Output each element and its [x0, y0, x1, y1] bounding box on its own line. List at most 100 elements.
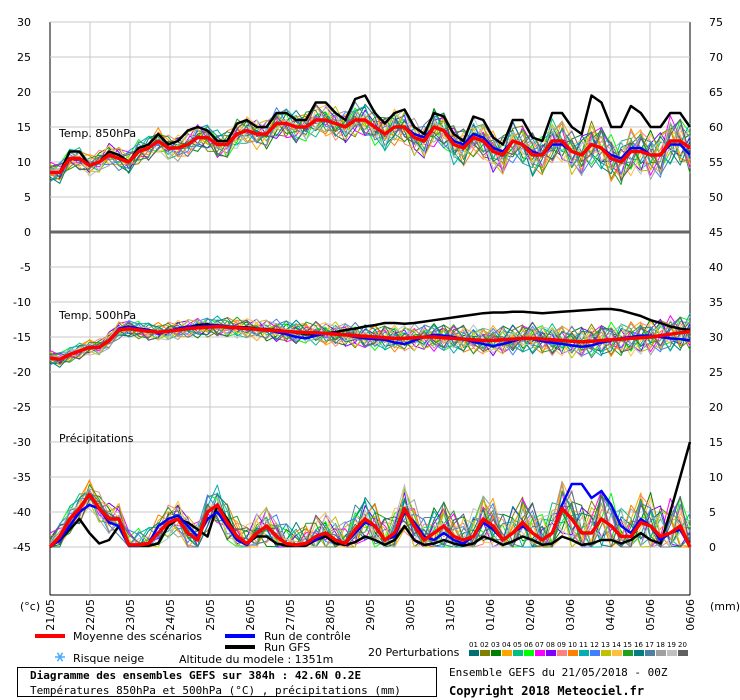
date-tick-label: 31/05: [444, 599, 457, 631]
perturbation-t850-line: [49, 104, 691, 177]
legend: Moyenne des scénarios Run de contrôle Ru…: [35, 630, 688, 666]
copyright-label: Copyright 2018 Meteociel.fr: [449, 684, 645, 698]
perturbation-swatch: [678, 650, 688, 656]
left-tick-label: 30: [17, 16, 31, 29]
info-box: Diagramme des ensembles GEFS sur 384h : …: [17, 667, 437, 697]
chart-subtitle: Températures 850hPa et 500hPa (°C) , pré…: [30, 684, 401, 697]
left-tick-label: -45: [13, 541, 31, 554]
perturbation-swatch: [590, 650, 600, 656]
left-tick-label: 20: [17, 86, 31, 99]
perturbation-swatch: [546, 650, 556, 656]
left-tick-label: -30: [13, 436, 31, 449]
right-tick-label: 35: [709, 296, 723, 309]
series-layer: [48, 94, 692, 549]
perturbation-number: 13: [601, 641, 610, 649]
perturbation-swatch: [469, 650, 479, 656]
perturbation-t850-line: [49, 103, 691, 181]
perturbation-precip-line: [50, 489, 691, 548]
gfs-t850-line: [50, 94, 692, 174]
mean-t500-line: [49, 324, 691, 362]
perturbation-swatch: [557, 650, 567, 656]
date-tick-label: 01/06: [484, 599, 497, 631]
right-tick-label: 20: [709, 401, 723, 414]
perturbation-number: 17: [645, 641, 654, 649]
perturbations-label: 20 Perturbations: [368, 646, 460, 659]
label-t500: Temp. 500hPa: [58, 309, 136, 322]
ensemble-run-label: Ensemble GEFS du 21/05/2018 - 00Z: [449, 666, 668, 679]
label-t850: Temp. 850hPa: [58, 127, 136, 140]
left-tick-label: -35: [13, 471, 31, 484]
right-tick-label: 15: [709, 436, 723, 449]
perturbation-swatch: [579, 650, 589, 656]
label-precip: Précipitations: [59, 432, 134, 445]
snowflake-icon: [55, 652, 65, 662]
date-tick-label: 26/05: [244, 599, 257, 631]
perturbation-swatch: [491, 650, 501, 656]
date-tick-label: 22/05: [84, 599, 97, 631]
left-tick-label: -10: [13, 296, 31, 309]
left-tick-label: -5: [20, 261, 31, 274]
left-tick-label: 5: [24, 191, 31, 204]
perturbation-number: 18: [656, 641, 665, 649]
perturbation-number: 03: [491, 641, 500, 649]
perturbation-number: 02: [480, 641, 489, 649]
perturbation-number: 16: [634, 641, 643, 649]
perturbation-number: 07: [535, 641, 544, 649]
legend-snow-label: Risque neige: [73, 652, 144, 665]
perturbation-swatch: [568, 650, 578, 656]
perturbation-swatch: [634, 650, 644, 656]
perturbation-swatch: [612, 650, 622, 656]
date-tick-label: 25/05: [204, 599, 217, 631]
perturbation-swatch: [623, 650, 633, 656]
panel-labels: Temp. 850hPa Temp. 500hPa Précipitations: [58, 127, 136, 445]
perturbation-swatch: [513, 650, 523, 656]
right-tick-label: 55: [709, 156, 723, 169]
perturbation-number: 01: [469, 641, 478, 649]
left-tick-label: 15: [17, 121, 31, 134]
right-tick-label: 0: [709, 541, 716, 554]
perturbation-number: 20: [678, 641, 687, 649]
date-tick-label: 27/05: [284, 599, 297, 631]
left-tick-label: 25: [17, 51, 31, 64]
perturbation-number: 06: [524, 641, 533, 649]
left-unit: (°c): [20, 600, 40, 613]
right-unit: (mm): [710, 600, 740, 613]
perturbation-number: 12: [590, 641, 599, 649]
date-tick-label: 02/06: [524, 599, 537, 631]
altitude-label: Altitude du modele : 1351m: [179, 653, 333, 666]
right-tick-label: 40: [709, 261, 723, 274]
perturbation-swatches: 01 02 03 04 05 06 07 08 09 10 11 12 13 14 15 16 17 18 19 20: [469, 641, 688, 656]
date-tick-label: 28/05: [324, 599, 337, 631]
right-tick-label: 70: [709, 51, 723, 64]
left-tick-label: 10: [17, 156, 31, 169]
left-tick-label: -20: [13, 366, 31, 379]
perturbation-t850-line: [49, 111, 691, 182]
perturbation-number: 10: [568, 641, 577, 649]
perturbation-t850-line: [49, 107, 691, 178]
date-tick-label: 23/05: [124, 599, 137, 631]
perturbation-t500-line: [49, 316, 691, 366]
legend-control-swatch: [225, 634, 255, 638]
legend-control-label: Run de contrôle: [264, 630, 351, 643]
date-tick-label: 24/05: [164, 599, 177, 631]
date-tick-label: 21/05: [44, 599, 57, 631]
axis-ticks: 302520151050-5-10-15-20-25-30-35-40-4575…: [13, 16, 723, 631]
left-tick-label: -25: [13, 401, 31, 414]
left-tick-label: -40: [13, 506, 31, 519]
right-tick-label: 45: [709, 226, 723, 239]
mean-precip-line: [48, 492, 692, 549]
perturbation-swatch: [502, 650, 512, 656]
perturbation-swatch: [480, 650, 490, 656]
perturbation-swatch: [601, 650, 611, 656]
right-tick-label: 50: [709, 191, 723, 204]
date-tick-label: 05/06: [644, 599, 657, 631]
perturbation-number: 04: [502, 641, 511, 649]
perturbation-number: 11: [579, 641, 588, 649]
legend-gfs-swatch: [225, 645, 255, 649]
perturbation-number: 09: [557, 641, 566, 649]
legend-mean-swatch: [35, 634, 65, 638]
right-tick-label: 30: [709, 331, 723, 344]
legend-gfs-label: Run GFS: [264, 641, 310, 654]
right-tick-label: 75: [709, 16, 723, 29]
